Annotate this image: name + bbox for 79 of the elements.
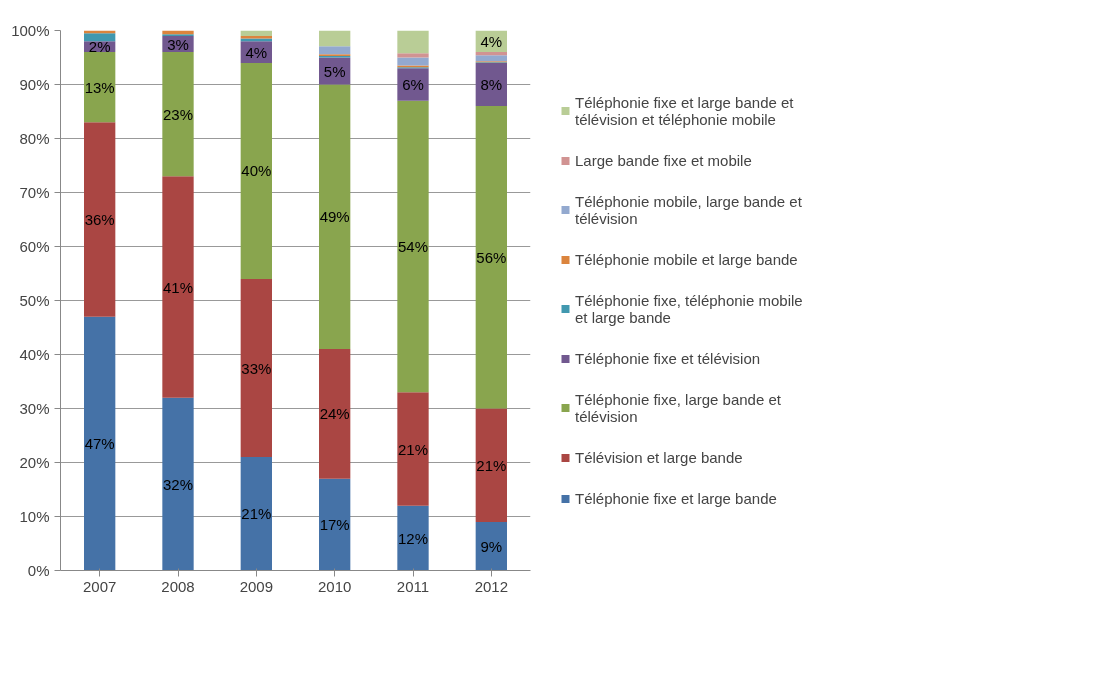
bar [475, 408, 507, 522]
y-tick-label: 20% [19, 454, 50, 471]
bar [397, 392, 429, 506]
y-tick-label: 10% [19, 508, 50, 525]
bar [162, 176, 194, 398]
y-tick-label: 30% [19, 400, 50, 417]
data-label: 40% [241, 162, 272, 180]
data-label: 41% [162, 278, 194, 296]
bar [240, 30, 272, 36]
bar [319, 478, 351, 571]
bar [397, 53, 429, 58]
legend-label: Téléphonie fixe et large bande [575, 489, 777, 507]
x-tick-label: 2012 [474, 577, 509, 595]
data-label: 21% [397, 440, 429, 458]
data-label: 17% [319, 516, 350, 534]
data-label: 23% [162, 105, 194, 123]
y-tick-label: 40% [19, 346, 50, 363]
bar [84, 122, 116, 317]
y-tick-label: 90% [19, 76, 50, 93]
x-tick-label: 2009 [239, 577, 274, 595]
y-tick-label: 0% [27, 562, 50, 579]
bar [319, 349, 351, 479]
y-tick-label: 60% [19, 238, 50, 255]
data-label: 56% [476, 248, 507, 266]
data-label: 47% [84, 435, 115, 453]
bar [319, 30, 351, 47]
y-tick-label: 80% [19, 130, 50, 147]
data-label: 32% [162, 475, 194, 493]
legend-label: Télévision et large bande [575, 448, 743, 466]
bar [397, 505, 429, 571]
bar [397, 68, 429, 101]
data-label: 36% [84, 211, 115, 228]
y-tick-label: 100% [11, 22, 50, 39]
bar [397, 30, 429, 54]
legend-label: Large bande fixe et mobile [575, 151, 752, 169]
x-tick-label: 2010 [317, 577, 352, 595]
data-label: 5% [323, 62, 346, 80]
data-label: 33% [241, 359, 272, 377]
bar [475, 106, 507, 409]
x-tick-label: 2007 [82, 577, 117, 595]
data-label: 2% [88, 38, 111, 56]
legend-label: Téléphonie fixe et télévision [575, 349, 761, 367]
bar [397, 57, 429, 66]
data-label: 54% [397, 238, 429, 255]
legend-label: Téléphonie fixe et large bande et télévision et téléphonie mobile [575, 93, 794, 128]
bar [397, 100, 429, 393]
legend-label: Téléphonie mobile et large bande [575, 250, 798, 268]
bar [240, 457, 272, 571]
data-label: 49% [319, 208, 350, 226]
y-tick-label: 50% [19, 292, 50, 309]
bar [319, 84, 351, 350]
data-label: 3% [167, 35, 189, 53]
x-tick-label: 2008 [161, 577, 195, 595]
data-label: 21% [241, 505, 272, 523]
data-label: 12% [397, 529, 429, 547]
data-label: 24% [319, 405, 350, 423]
data-label: 8% [480, 76, 503, 93]
bar [84, 316, 116, 571]
data-label: 6% [402, 76, 424, 93]
y-tick-label: 70% [19, 184, 50, 201]
data-label: 21% [476, 456, 507, 474]
legend-label: Téléphonie fixe, téléphonie mobile et large bande [575, 291, 803, 326]
legend-label: Téléphonie mobile, large bande et télévision [575, 192, 802, 227]
legend-label: Téléphonie fixe, large bande et télévision [575, 390, 781, 425]
data-label: 9% [480, 537, 503, 555]
bar [84, 52, 116, 123]
bar [319, 46, 351, 55]
bar [475, 55, 507, 62]
data-label: 4% [480, 32, 503, 50]
data-label: 4% [245, 43, 268, 61]
bar [162, 397, 194, 571]
bar [475, 52, 507, 56]
data-label: 13% [84, 78, 115, 96]
bar [240, 62, 272, 279]
bar [475, 62, 507, 107]
x-tick-label: 2011 [396, 577, 430, 595]
bar [84, 33, 116, 42]
bar [240, 278, 272, 458]
bar [162, 52, 194, 177]
